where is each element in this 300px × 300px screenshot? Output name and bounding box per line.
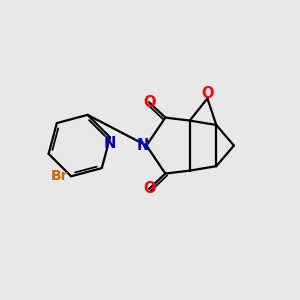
Text: O: O <box>143 95 155 110</box>
Text: N: N <box>104 136 116 151</box>
Text: O: O <box>201 86 214 101</box>
Text: O: O <box>143 182 155 196</box>
Text: N: N <box>137 138 149 153</box>
Text: Br: Br <box>51 169 69 183</box>
